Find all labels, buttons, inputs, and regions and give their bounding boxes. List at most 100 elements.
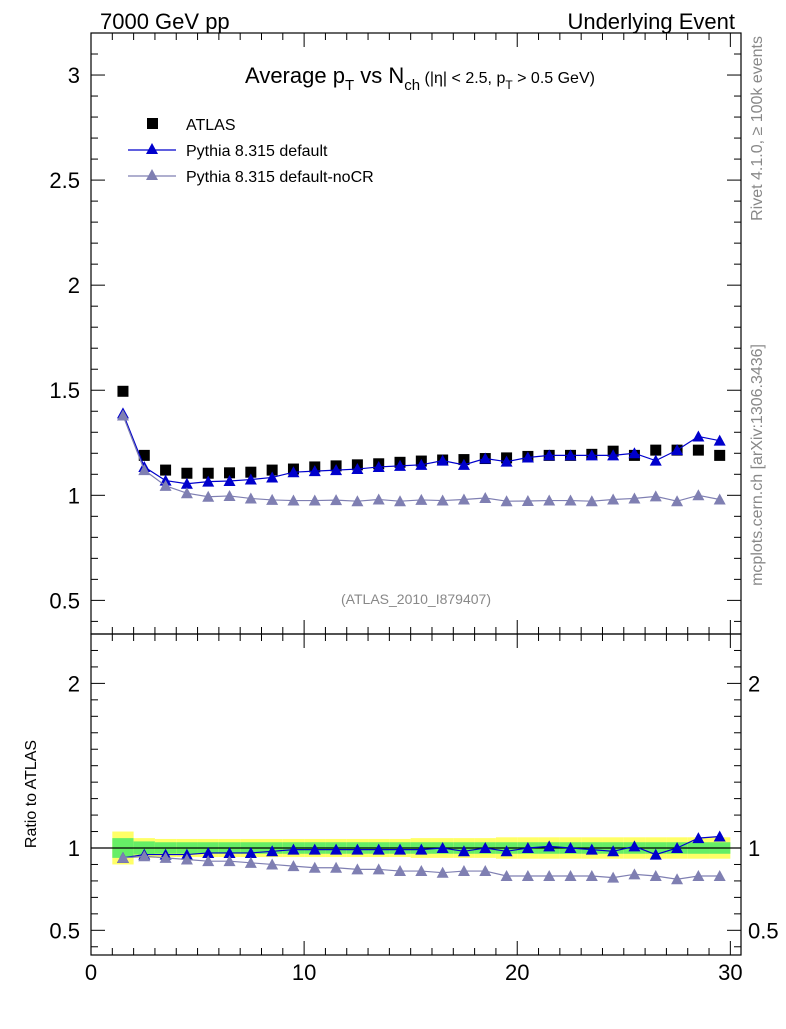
nocr-main-point xyxy=(585,495,598,507)
x-tick-label: 10 xyxy=(292,960,316,985)
atlas-data-point xyxy=(224,467,236,479)
default-main-point xyxy=(479,452,492,464)
default-main-point xyxy=(180,477,193,489)
default-main-point xyxy=(244,473,257,485)
default-main-point xyxy=(564,449,577,461)
header-right: Underlying Event xyxy=(567,9,735,34)
nocr-main-point xyxy=(628,492,641,504)
default-main-point xyxy=(223,475,236,487)
nocr-ratio-point xyxy=(351,863,364,875)
nocr-main-point xyxy=(180,487,193,499)
atlas-data-point xyxy=(692,444,704,456)
default-ratio-point xyxy=(287,843,300,855)
nocr-main-point xyxy=(436,494,449,506)
default-ratio-point xyxy=(671,842,684,853)
ratio-y-tick-label-left: 2 xyxy=(68,671,80,696)
nocr-main-point xyxy=(287,494,300,506)
nocr-main-point xyxy=(202,490,215,502)
default-main-point xyxy=(287,466,300,478)
default-ratio-point xyxy=(628,840,641,852)
nocr-ratio-point xyxy=(330,861,343,873)
default-ratio-point xyxy=(607,845,620,857)
nocr-main-point xyxy=(266,493,279,505)
default-main-point xyxy=(671,444,684,456)
default-main-point xyxy=(436,454,449,466)
nocr-main-point xyxy=(138,464,151,476)
nocr-main-point xyxy=(244,492,257,504)
main-y-tick-label: 0.5 xyxy=(49,588,80,613)
nocr-main-point xyxy=(521,494,534,506)
default-main-point xyxy=(628,447,641,459)
nocr-main-point xyxy=(457,493,470,505)
legend-label-default: Pythia 8.315 default xyxy=(186,143,328,160)
default-ratio-point xyxy=(479,842,492,853)
nocr-ratio-point xyxy=(564,869,577,881)
nocr-main-point xyxy=(692,489,705,501)
mcplots-label: mcplots.cern.ch [arXiv:1306.3436] xyxy=(749,344,766,586)
default-ratio-point xyxy=(244,846,257,858)
nocr-main-point xyxy=(308,494,321,506)
nocr-ratio-point xyxy=(500,869,513,881)
legend: ATLAS Pythia 8.315 default Pythia 8.315 … xyxy=(128,117,374,186)
nocr-main-point xyxy=(159,479,172,491)
default-ratio-point xyxy=(585,843,598,855)
default-main-point xyxy=(415,458,428,470)
nocr-ratio-point xyxy=(713,869,726,881)
x-tick-label: 30 xyxy=(718,960,742,985)
nocr-ratio-point xyxy=(692,869,705,881)
main-y-tick-label: 1 xyxy=(68,483,80,508)
default-main-point xyxy=(457,458,470,470)
nocr-ratio-point xyxy=(628,868,641,880)
default-main-point xyxy=(330,464,343,476)
nocr-main-point xyxy=(713,493,726,505)
nocr-main-point xyxy=(330,494,343,506)
nocr-ratio-point xyxy=(543,869,556,881)
nocr-ratio-point xyxy=(266,858,279,870)
nocr-main-point xyxy=(351,495,364,507)
nocr-main-point xyxy=(607,493,620,505)
nocr-ratio-point xyxy=(116,851,129,863)
nocr-ratio-point xyxy=(671,873,684,885)
default-main-point xyxy=(607,449,620,461)
atlas-data-point xyxy=(117,385,129,397)
default-main-point xyxy=(713,434,726,446)
nocr-ratio-point xyxy=(479,865,492,877)
legend-label-nocr: Pythia 8.315 default-noCR xyxy=(186,169,374,186)
ratio-plot-frame xyxy=(90,633,742,956)
ratio-plot-series xyxy=(116,830,726,885)
ratio-y-tick-label-right: 0.5 xyxy=(748,918,779,943)
default-main-point xyxy=(500,455,513,467)
nocr-ratio-point xyxy=(223,855,236,867)
x-tick-label: 20 xyxy=(505,960,529,985)
nocr-main-point xyxy=(223,489,236,501)
default-main-point xyxy=(266,471,279,483)
nocr-ratio-point xyxy=(202,855,215,867)
main-y-tick-label: 3 xyxy=(68,63,80,88)
axes: 0 10 20 300.511.522.530.5 0.51 12 2 xyxy=(49,32,779,985)
nocr-main-point xyxy=(394,495,407,507)
default-ratio-point xyxy=(202,846,215,858)
atlas-data-point xyxy=(160,464,172,476)
default-ratio-point xyxy=(351,843,364,855)
main-y-tick-label: 1.5 xyxy=(49,378,80,403)
default-main-point xyxy=(692,430,705,442)
legend-label-atlas: ATLAS xyxy=(186,117,236,134)
atlas-data-point xyxy=(202,467,214,479)
nocr-main-point xyxy=(500,495,513,507)
main-plot-series xyxy=(116,385,726,507)
default-ratio-point xyxy=(415,843,428,855)
nocr-ratio-point xyxy=(159,851,172,863)
default-ratio-point xyxy=(266,845,279,857)
default-ratio-point xyxy=(394,843,407,855)
default-main-point xyxy=(585,449,598,461)
atlas-data-point xyxy=(245,466,257,478)
default-ratio-point xyxy=(500,845,513,857)
nocr-main-point xyxy=(671,495,684,507)
legend-marker-default xyxy=(146,143,158,154)
default-ratio-point xyxy=(692,832,705,844)
nocr-ratio-point xyxy=(585,869,598,881)
default-ratio-point xyxy=(372,843,385,855)
nocr-ratio-point xyxy=(308,861,321,873)
ratio-ylabel: Ratio to ATLAS xyxy=(23,740,40,848)
